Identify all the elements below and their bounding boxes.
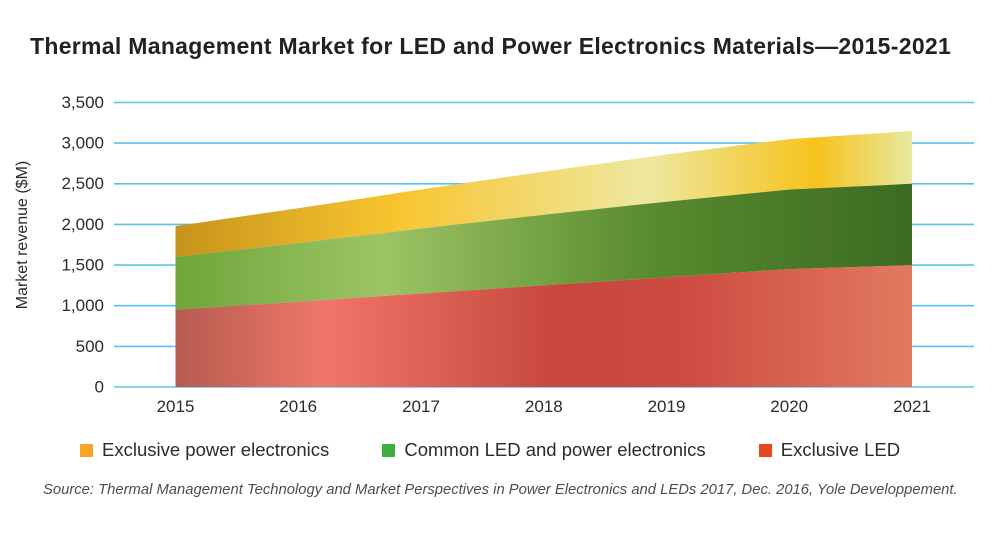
svg-text:2,500: 2,500 (61, 174, 104, 193)
svg-text:3,000: 3,000 (61, 134, 104, 153)
svg-text:2019: 2019 (648, 397, 686, 416)
svg-text:3,500: 3,500 (61, 93, 104, 112)
svg-text:500: 500 (76, 337, 104, 356)
svg-text:2020: 2020 (770, 397, 808, 416)
svg-text:2018: 2018 (525, 397, 563, 416)
svg-text:0: 0 (95, 377, 104, 396)
svg-text:1,000: 1,000 (61, 296, 104, 315)
svg-text:2,000: 2,000 (61, 215, 104, 234)
svg-text:2021: 2021 (893, 397, 931, 416)
svg-text:2017: 2017 (402, 397, 440, 416)
svg-text:1,500: 1,500 (61, 256, 104, 275)
svg-text:2016: 2016 (279, 397, 317, 416)
svg-text:2015: 2015 (157, 397, 195, 416)
